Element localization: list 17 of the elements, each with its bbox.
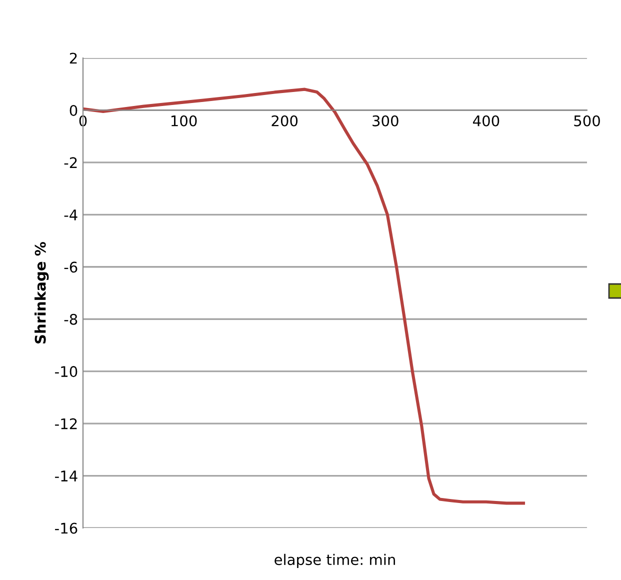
x-tick-label: 100: [171, 115, 197, 126]
x-tick-label: 300: [372, 115, 398, 126]
x-tick-label: 500: [574, 115, 600, 126]
x-tick-label: 400: [472, 115, 500, 126]
y-tick-label: -16: [55, 522, 78, 534]
x-axis-title: elapse time: min: [274, 554, 395, 568]
y-tick-label: 2: [70, 52, 77, 64]
y-tick-label: 0: [70, 104, 78, 116]
y-axis-title: Shrinkage %: [34, 242, 49, 344]
y-tick-label: -6: [64, 262, 78, 273]
y-tick-label: -8: [64, 314, 78, 325]
y-tick-label: -12: [55, 418, 77, 430]
y-tick-label: -4: [64, 210, 78, 220]
y-tick-label: -14: [55, 470, 78, 482]
y-tick-label: -2: [64, 157, 77, 168]
x-tick-label: 200: [272, 115, 298, 126]
y-tick-label: -10: [55, 366, 78, 378]
